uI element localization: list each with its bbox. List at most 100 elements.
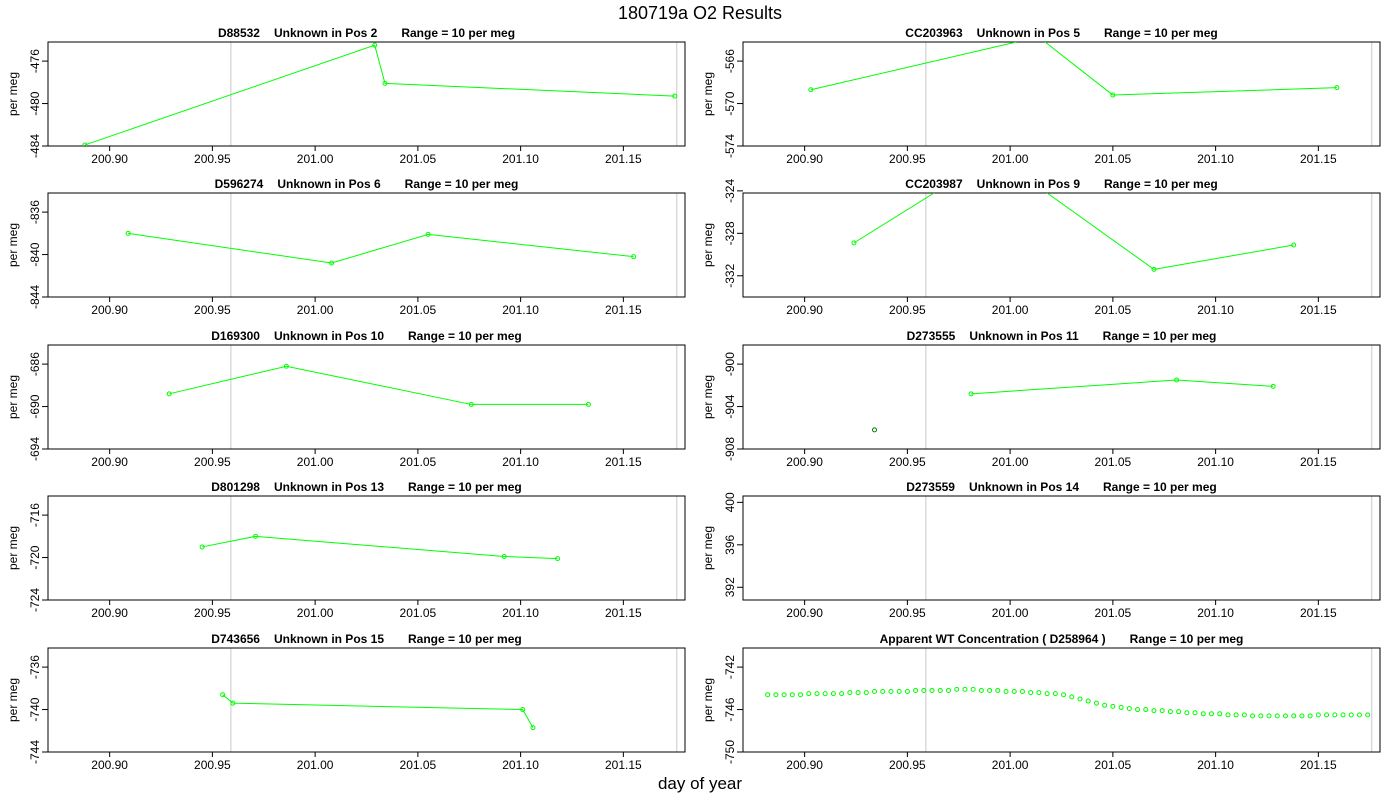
data-point	[1307, 713, 1313, 719]
data-point	[1167, 709, 1173, 715]
panel-range-label: Range = 10 per meg	[408, 329, 522, 343]
panel-range-label: Range = 10 per meg	[405, 177, 519, 191]
data-point	[888, 689, 894, 695]
x-tick-label: 201.10	[1197, 758, 1234, 772]
data-point	[1241, 712, 1247, 718]
data-point	[789, 692, 795, 698]
x-tick-label: 201.10	[1197, 303, 1234, 317]
data-point	[1151, 708, 1157, 714]
plot-frame	[742, 41, 1381, 147]
x-tick-label: 200.90	[91, 758, 128, 772]
panel-sample-id: CC203963	[905, 26, 963, 40]
x-tick-label: 201.15	[1300, 455, 1337, 469]
data-point	[1250, 713, 1256, 719]
data-point	[82, 142, 88, 146]
x-tick-label: 201.00	[992, 455, 1029, 469]
y-axis-label: per meg	[6, 678, 20, 722]
x-tick-label: 200.90	[786, 758, 823, 772]
x-tick-label: 201.00	[297, 455, 334, 469]
panel-position-label: Unknown in Pos 15	[274, 632, 384, 646]
data-point	[382, 80, 388, 86]
data-layer	[808, 42, 1340, 98]
panel-position-label: Apparent WT Concentration ( D258964 )	[880, 632, 1106, 646]
x-tick-label: 201.05	[400, 152, 437, 166]
data-point	[954, 686, 960, 692]
data-point	[814, 691, 820, 697]
series-line	[128, 232, 634, 264]
y-tick-label: -328	[723, 221, 737, 245]
y-tick-label: 396	[723, 534, 737, 554]
panel-d88532: D88532 Unknown in Pos 2 Range = 10 per meg…	[6, 26, 686, 166]
data-point	[765, 692, 771, 698]
data-point	[230, 700, 236, 706]
data-point	[1028, 690, 1034, 696]
panel-sample-id: D273559	[906, 480, 955, 494]
data-point	[372, 42, 378, 48]
data-point	[863, 690, 869, 696]
data-point	[896, 689, 902, 695]
panel-sample-id: D743656	[211, 632, 260, 646]
plot-frame	[742, 647, 1381, 753]
panel-sample-id: D801298	[211, 480, 260, 494]
y-tick-label: -686	[28, 352, 42, 376]
x-tick-label: 201.10	[502, 152, 539, 166]
panel-title: D273555 Unknown in Pos 11 Range = 10 per m…	[907, 329, 1217, 343]
panel-cc203987: CC203987 Unknown in Pos 9 Range = 10 per m…	[701, 177, 1381, 317]
x-tick-label: 201.00	[297, 303, 334, 317]
data-point	[1052, 691, 1058, 697]
data-point	[1270, 383, 1276, 389]
data-point	[851, 240, 857, 246]
y-tick-label: -908	[723, 437, 737, 461]
y-tick-label: -574	[723, 134, 737, 158]
y-tick-label: -476	[28, 49, 42, 73]
y-axis-label: per meg	[701, 223, 715, 267]
data-point	[631, 254, 637, 260]
data-point	[1151, 266, 1157, 272]
x-tick-label: 200.90	[91, 152, 128, 166]
x-tick-label: 200.95	[889, 303, 926, 317]
x-axis-title: day of year	[657, 774, 743, 793]
panel-position-label: Unknown in Pos 5	[977, 26, 1081, 40]
x-tick-label: 201.05	[1095, 758, 1132, 772]
data-point	[501, 553, 507, 559]
data-point	[1217, 711, 1223, 717]
x-tick-label: 200.90	[91, 455, 128, 469]
x-tick-label: 201.00	[297, 758, 334, 772]
data-layer	[166, 363, 591, 407]
data-point	[847, 690, 853, 696]
data-point	[839, 691, 845, 697]
panel-range-label: Range = 10 per meg	[408, 480, 522, 494]
data-point	[1102, 702, 1108, 708]
y-axis-label: per meg	[701, 678, 715, 722]
data-point	[1266, 713, 1272, 719]
panel-position-label: Unknown in Pos 9	[977, 177, 1081, 191]
y-tick-label: -736	[28, 655, 42, 679]
series-line	[202, 535, 558, 560]
y-tick-label: -900	[723, 352, 737, 376]
panel-title: D169300 Unknown in Pos 10 Range = 10 per m…	[211, 329, 521, 343]
x-tick-label: 201.15	[605, 606, 642, 620]
x-tick-label: 201.05	[1095, 303, 1132, 317]
panel-title: D88532 Unknown in Pos 2 Range = 10 per meg	[218, 26, 515, 40]
x-tick-label: 200.95	[889, 455, 926, 469]
data-point	[872, 689, 878, 695]
data-point	[1011, 689, 1017, 695]
series-line	[971, 379, 1274, 395]
data-point	[1176, 709, 1182, 715]
data-layer	[220, 692, 536, 731]
data-point	[773, 692, 779, 698]
data-point	[253, 533, 259, 539]
x-tick-label: 200.90	[91, 303, 128, 317]
x-tick-label: 200.95	[194, 455, 231, 469]
x-tick-label: 201.05	[400, 606, 437, 620]
y-tick-label: -570	[723, 91, 737, 115]
data-point	[1348, 712, 1354, 718]
data-point	[1332, 712, 1338, 718]
x-tick-label: 201.00	[992, 758, 1029, 772]
data-point	[520, 707, 526, 713]
x-tick-label: 201.10	[502, 606, 539, 620]
data-point	[1233, 712, 1239, 718]
data-point	[1184, 710, 1190, 716]
x-tick-label: 201.05	[1095, 455, 1132, 469]
